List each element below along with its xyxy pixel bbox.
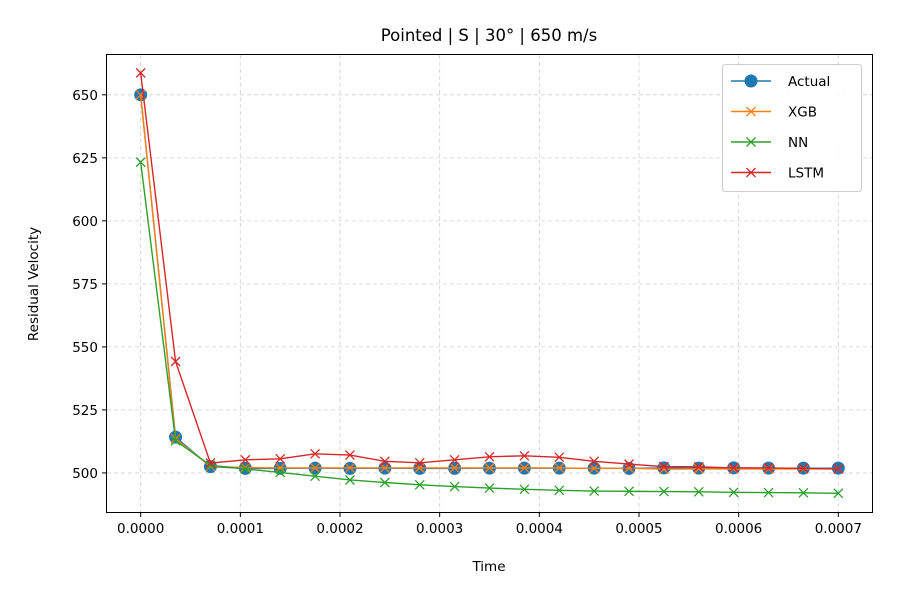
x-tick-label: 0.0001 bbox=[217, 521, 264, 537]
point-nn bbox=[484, 483, 495, 494]
x-tick-label: 0.0007 bbox=[815, 521, 862, 537]
grid bbox=[107, 55, 872, 512]
point-lstm bbox=[624, 459, 634, 470]
y-tick-label: 625 bbox=[72, 151, 98, 167]
point-nn bbox=[763, 487, 774, 498]
point-lstm bbox=[205, 458, 216, 469]
point-nn bbox=[170, 435, 181, 446]
point-lstm bbox=[275, 453, 286, 464]
point-xgb bbox=[519, 462, 530, 473]
legend-marker-xgb bbox=[746, 106, 756, 117]
point-xgb bbox=[240, 462, 251, 473]
legend-label-xgb: XGB bbox=[788, 105, 817, 121]
series-nn bbox=[135, 157, 844, 499]
point-lstm bbox=[345, 450, 355, 460]
point-nn bbox=[519, 484, 530, 495]
x-tick-label: 0.0005 bbox=[615, 521, 662, 537]
point-nn bbox=[449, 481, 460, 492]
series-line-nn bbox=[139, 162, 839, 495]
legend-box bbox=[722, 64, 862, 192]
point-lstm bbox=[693, 461, 704, 472]
point-nn bbox=[728, 487, 739, 498]
point-lstm bbox=[170, 356, 181, 367]
y-tick-label: 600 bbox=[72, 214, 98, 230]
point-nn bbox=[658, 486, 669, 497]
point-nn bbox=[345, 475, 355, 485]
point-nn bbox=[833, 488, 844, 499]
y-tick-label: 525 bbox=[72, 403, 98, 419]
point-lstm bbox=[658, 461, 669, 472]
point-lstm bbox=[833, 463, 844, 474]
point-nn bbox=[240, 463, 251, 474]
legend-label-lstm: LSTM bbox=[788, 166, 824, 182]
x-axis-label: Time bbox=[471, 559, 505, 575]
point-nn bbox=[798, 487, 809, 498]
point-lstm bbox=[484, 451, 495, 462]
x-tick-label: 0.0006 bbox=[715, 521, 762, 537]
point-xgb bbox=[345, 462, 355, 473]
point-xgb bbox=[275, 462, 286, 473]
x-tick-label: 0.0002 bbox=[316, 521, 363, 537]
point-xgb bbox=[554, 462, 565, 473]
x-tick-label: 0.0003 bbox=[416, 521, 463, 537]
chart-title: Pointed | S | 30° | 650 m/s bbox=[381, 26, 597, 45]
legend: Actual XGB NN LSTM bbox=[722, 64, 862, 192]
x-tick-label: 0.0000 bbox=[117, 521, 164, 537]
y-tick-label: 550 bbox=[72, 340, 98, 356]
y-axis-label: Residual Velocity bbox=[26, 227, 42, 341]
point-xgb bbox=[624, 463, 634, 474]
point-xgb bbox=[763, 463, 774, 474]
point-nn bbox=[310, 471, 321, 482]
point-nn bbox=[693, 486, 704, 497]
point-lstm bbox=[240, 454, 251, 465]
point-nn bbox=[624, 486, 634, 497]
legend-marker-lstm bbox=[746, 167, 756, 178]
point-nn bbox=[414, 479, 425, 490]
point-lstm bbox=[728, 462, 739, 473]
point-actual bbox=[657, 461, 671, 475]
point-xgb bbox=[449, 462, 460, 473]
point-lstm bbox=[554, 452, 565, 463]
point-lstm bbox=[414, 457, 425, 468]
x-tick-label: 0.0004 bbox=[516, 521, 563, 537]
point-lstm bbox=[310, 448, 321, 459]
point-xgb bbox=[589, 463, 600, 474]
series-xgb bbox=[135, 89, 844, 475]
y-tick-label: 650 bbox=[72, 88, 98, 104]
point-xgb bbox=[484, 462, 495, 473]
point-nn bbox=[589, 486, 600, 497]
series-lstm bbox=[135, 67, 844, 474]
legend-label-nn: NN bbox=[788, 135, 808, 151]
axis-ticks: 0.0000 0.0001 0.0002 0.0003 0.0004 0.0005 0.00… bbox=[72, 88, 862, 537]
point-lstm bbox=[449, 454, 460, 465]
point-nn bbox=[135, 157, 146, 168]
y-tick-label: 575 bbox=[72, 277, 98, 293]
series-layer bbox=[134, 67, 845, 499]
point-lstm bbox=[798, 463, 809, 474]
point-nn bbox=[275, 467, 286, 478]
point-lstm bbox=[589, 456, 600, 467]
point-xgb bbox=[414, 462, 425, 473]
point-xgb bbox=[693, 463, 704, 474]
point-nn bbox=[379, 477, 390, 488]
point-lstm bbox=[135, 67, 146, 78]
y-tick-label: 500 bbox=[72, 466, 98, 482]
point-lstm bbox=[519, 450, 530, 461]
legend-marker-nn bbox=[746, 137, 756, 147]
point-lstm bbox=[763, 462, 774, 473]
point-lstm bbox=[379, 456, 390, 467]
legend-label-actual: Actual bbox=[788, 74, 830, 90]
point-xgb bbox=[728, 463, 739, 474]
legend-marker-actual bbox=[744, 74, 758, 88]
point-nn bbox=[554, 485, 565, 496]
point-xgb bbox=[310, 462, 321, 473]
